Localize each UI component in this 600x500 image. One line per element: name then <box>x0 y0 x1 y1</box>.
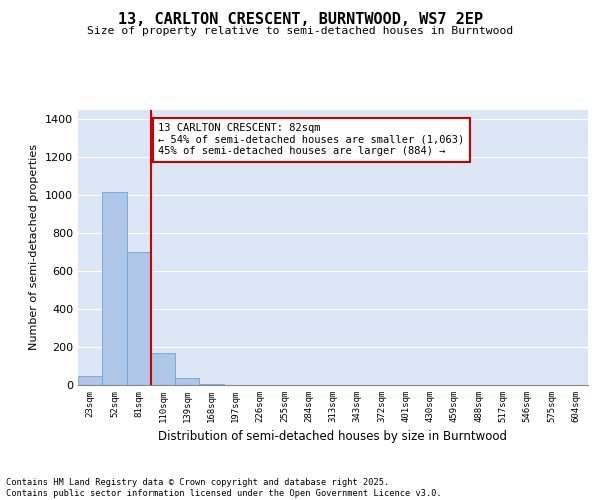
Bar <box>127 252 151 385</box>
X-axis label: Distribution of semi-detached houses by size in Burntwood: Distribution of semi-detached houses by … <box>158 430 508 444</box>
Bar <box>102 192 127 385</box>
Bar <box>151 353 175 385</box>
Y-axis label: Number of semi-detached properties: Number of semi-detached properties <box>29 144 40 350</box>
Bar <box>175 378 199 385</box>
Text: Contains HM Land Registry data © Crown copyright and database right 2025.
Contai: Contains HM Land Registry data © Crown c… <box>6 478 442 498</box>
Text: 13, CARLTON CRESCENT, BURNTWOOD, WS7 2EP: 13, CARLTON CRESCENT, BURNTWOOD, WS7 2EP <box>118 12 482 28</box>
Text: 13 CARLTON CRESCENT: 82sqm
← 54% of semi-detached houses are smaller (1,063)
45%: 13 CARLTON CRESCENT: 82sqm ← 54% of semi… <box>158 124 464 156</box>
Text: Size of property relative to semi-detached houses in Burntwood: Size of property relative to semi-detach… <box>87 26 513 36</box>
Bar <box>199 384 224 385</box>
Bar <box>78 376 102 385</box>
